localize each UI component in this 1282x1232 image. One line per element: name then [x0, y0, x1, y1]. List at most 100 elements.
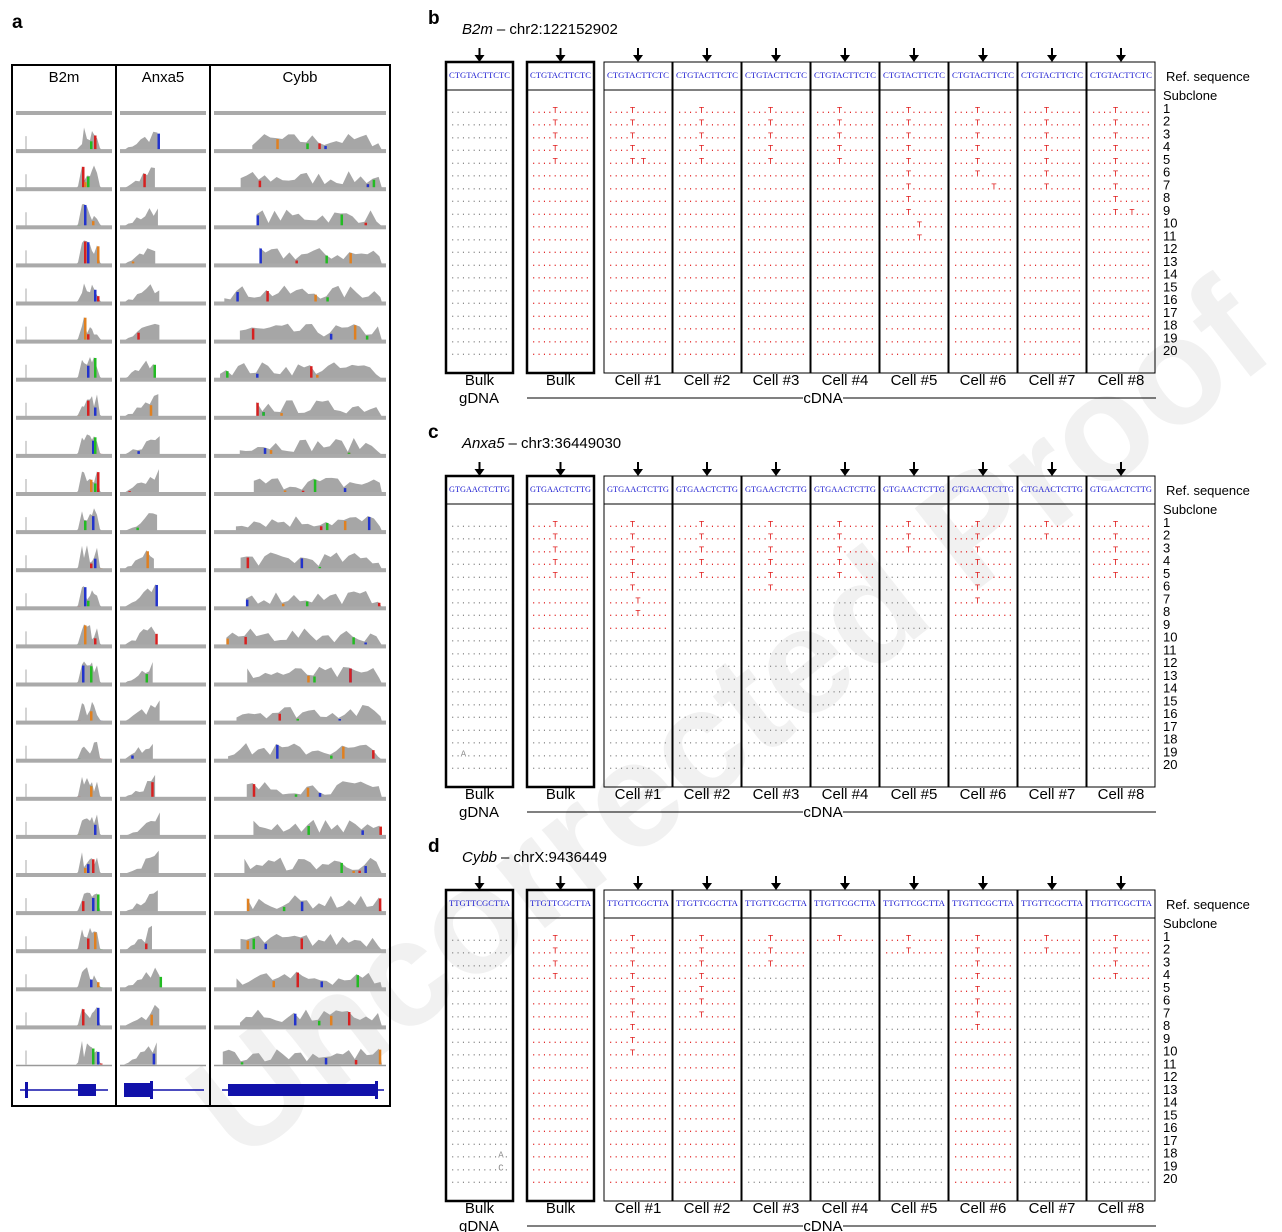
track-sep	[16, 340, 112, 344]
variant-bar	[348, 1012, 351, 1026]
read-row: ...........	[1091, 1112, 1151, 1122]
read-row: ...........	[1091, 698, 1151, 708]
read-row: ...........	[815, 1087, 875, 1097]
subclone-label: Subclone	[1163, 502, 1217, 517]
read-row: ...........	[1091, 1074, 1151, 1084]
arrow-head	[702, 55, 712, 62]
read-row: ...........	[1091, 1151, 1151, 1161]
read-row: ...........	[608, 1151, 668, 1161]
read-row: ...........	[746, 635, 806, 645]
track-sep	[214, 302, 386, 306]
read-row: ...........	[746, 323, 806, 333]
read-row: ...........	[884, 724, 944, 734]
track-sep	[120, 263, 206, 267]
read-row: ...........	[677, 1138, 737, 1148]
read-row: ....T......	[1022, 131, 1082, 141]
ref-sequence: CTGTACTTCTC	[1021, 71, 1083, 80]
read-row: ...........	[1022, 660, 1082, 670]
read-row: ....T......	[953, 985, 1013, 995]
read-row: ....T......	[677, 106, 737, 116]
figure: Uncorrected Proof aB2mAnxa5CybbbB2m– chr…	[0, 0, 1282, 1232]
track-sep	[214, 225, 386, 229]
variant-bar	[266, 291, 269, 302]
coverage	[124, 550, 154, 569]
read-row: ....T......	[1091, 558, 1151, 568]
coverage	[76, 508, 102, 531]
read-row: ...........	[1091, 259, 1151, 269]
variant-bar	[314, 480, 317, 493]
read-row: ...........	[884, 660, 944, 670]
read-row: ....T......	[953, 558, 1013, 568]
read-row: ...........	[450, 221, 509, 231]
read-row: ....T......	[608, 558, 668, 568]
coverage	[76, 128, 102, 151]
read-row: ...........	[1091, 673, 1151, 683]
read-row: ...........	[1022, 323, 1082, 333]
read-row: ...........	[531, 1100, 590, 1110]
read-row: ...........	[746, 647, 806, 657]
subclone-label: Subclone	[1163, 916, 1217, 931]
arrow-head	[771, 883, 781, 890]
read-row: ...........	[608, 297, 668, 307]
read-row: ...........	[884, 1049, 944, 1059]
read-row: ...........	[815, 182, 875, 192]
ref-sequence: TTGTTCGCTTA	[1090, 899, 1152, 908]
read-row: ...........	[953, 737, 1013, 747]
coverage	[76, 702, 102, 722]
read-row: ...........	[953, 1074, 1013, 1084]
read-row: ...........	[953, 609, 1013, 619]
coverage	[124, 968, 160, 989]
read-row: ....T......	[953, 170, 1013, 180]
read-row: ...........	[1091, 1061, 1151, 1071]
coverage	[124, 208, 158, 226]
read-row: ...........	[746, 1100, 806, 1110]
read-row: ...........	[884, 297, 944, 307]
read-row: ....T......	[815, 934, 875, 944]
track-sep	[120, 111, 206, 115]
coverage	[259, 247, 382, 264]
coverage	[257, 210, 382, 227]
read-row: ...........	[884, 259, 944, 269]
track-sep	[214, 492, 386, 496]
read-row: ...........	[1091, 584, 1151, 594]
read-row: ....T......	[884, 170, 944, 180]
read-row: ...........	[1091, 749, 1151, 759]
read-row: ...........	[1022, 545, 1082, 555]
read-row: ...........	[815, 233, 875, 243]
variant-bar	[94, 483, 97, 493]
read-row: ...........	[450, 297, 509, 307]
read-row: ...........	[677, 297, 737, 307]
track-sep	[16, 987, 112, 991]
read-row: ...........	[815, 972, 875, 982]
read-row: ...........	[1091, 1176, 1151, 1186]
column-label: Bulk	[465, 786, 495, 803]
variant-bar	[256, 403, 259, 417]
read-row: ...........	[746, 1151, 806, 1161]
read-row: ...........	[677, 233, 737, 243]
read-row: ....T......	[531, 144, 590, 154]
read-row: ...........	[677, 182, 737, 192]
track-sep	[214, 759, 386, 763]
read-row: ...........	[1022, 310, 1082, 320]
track-sep	[120, 911, 206, 915]
read-row: ...........	[677, 635, 737, 645]
variant-bar	[97, 472, 100, 493]
variant-bar	[301, 558, 304, 569]
variant-bar	[90, 711, 93, 721]
variant-bar	[150, 1015, 153, 1027]
read-row: ....T......	[815, 520, 875, 530]
read-row: ....T......	[608, 959, 668, 969]
read-row: ...........	[1022, 1023, 1082, 1033]
variant-bar	[84, 318, 87, 341]
read-row: ...........	[677, 1176, 737, 1186]
read-row: ...........	[450, 246, 509, 256]
read-row: ...........	[815, 584, 875, 594]
variant-bar	[94, 407, 97, 416]
read-row: ...........	[677, 310, 737, 320]
read-row: ...........	[677, 323, 737, 333]
read-row: ....T......	[746, 959, 806, 969]
column-label: Cell #8	[1098, 786, 1145, 803]
read-row: ...........	[953, 1138, 1013, 1148]
read-row: ...........	[884, 1023, 944, 1033]
read-row: ...........	[746, 622, 806, 632]
